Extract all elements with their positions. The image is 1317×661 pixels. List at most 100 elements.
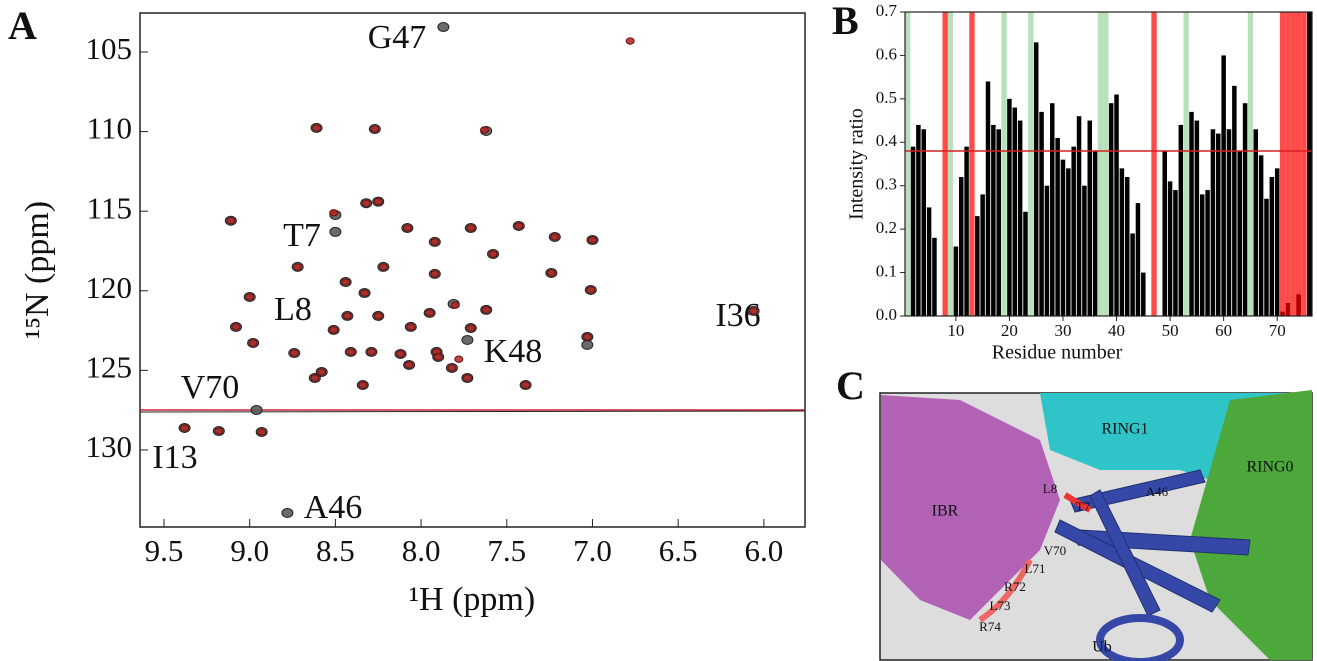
bar xyxy=(910,146,916,316)
red-band xyxy=(1295,12,1302,316)
bar xyxy=(1135,203,1141,316)
peak xyxy=(433,353,443,361)
peak xyxy=(378,263,388,271)
bar xyxy=(1280,311,1285,316)
y-axis-label: Intensity ratio xyxy=(846,108,868,220)
bar xyxy=(975,216,980,316)
bar xyxy=(1162,150,1167,316)
bar xyxy=(1130,233,1135,316)
green-band xyxy=(905,12,911,316)
peak xyxy=(437,22,450,33)
y-tick-label: 0.5 xyxy=(876,88,897,107)
red-band xyxy=(942,12,948,316)
peak xyxy=(454,355,464,363)
bar xyxy=(1114,94,1119,316)
y-tick-label: 120 xyxy=(86,270,133,305)
peak xyxy=(366,348,376,356)
y-tick-label: 0.0 xyxy=(876,305,897,324)
bar xyxy=(1232,85,1237,316)
annotation: K48 xyxy=(484,333,543,370)
peak xyxy=(586,286,596,294)
peak xyxy=(481,306,491,314)
peak xyxy=(329,226,342,237)
x-tick-label: 7.0 xyxy=(573,533,612,568)
green-band xyxy=(947,12,954,316)
structure-label: IBR xyxy=(932,503,959,520)
bar xyxy=(1258,155,1264,316)
ub-contact xyxy=(1063,492,1092,513)
bar xyxy=(991,124,996,317)
bar xyxy=(1092,150,1098,316)
panel-label: A xyxy=(8,3,37,48)
ub-helix xyxy=(1096,614,1184,661)
structure-label: L8 xyxy=(1043,481,1057,496)
green-band xyxy=(1183,12,1189,316)
bar xyxy=(1060,159,1066,316)
peak xyxy=(329,326,339,334)
bar xyxy=(1173,190,1178,316)
bar xyxy=(1087,120,1093,316)
bar xyxy=(1039,111,1044,316)
peak xyxy=(462,374,472,382)
plot-frame xyxy=(139,12,806,528)
bar xyxy=(1296,294,1301,316)
peak xyxy=(360,289,370,297)
bar xyxy=(1007,98,1012,316)
peak xyxy=(406,323,416,331)
bar xyxy=(958,177,964,316)
bar xyxy=(1119,168,1125,316)
peak xyxy=(466,324,476,332)
bar xyxy=(1242,103,1248,316)
annotation: V70 xyxy=(181,369,240,406)
red-band xyxy=(1151,12,1157,316)
bar xyxy=(1189,111,1194,316)
peak xyxy=(402,224,412,232)
bar xyxy=(1066,168,1071,316)
bar xyxy=(1221,55,1226,317)
bar xyxy=(1017,120,1023,316)
peak xyxy=(317,368,327,376)
x-tick-label: 7.5 xyxy=(487,533,526,568)
x-tick-label: 30 xyxy=(1054,321,1071,340)
x-axis-label: ¹H (ppm) xyxy=(409,581,535,618)
bar xyxy=(964,146,969,316)
x-tick-label: 10 xyxy=(947,321,964,340)
bar xyxy=(926,207,932,316)
x-tick-label: 6.0 xyxy=(744,533,783,568)
peak xyxy=(749,307,759,315)
y-tick-label: 0.3 xyxy=(876,175,897,194)
x-tick-label: 8.5 xyxy=(316,533,355,568)
peak xyxy=(342,312,352,320)
peak xyxy=(370,125,380,133)
structure-image: RING1 RING0 IBR L8 T7 A46 V70 L71 R72 L7… xyxy=(879,390,1313,661)
green-band xyxy=(1247,12,1254,316)
bar xyxy=(1178,124,1184,317)
bar xyxy=(916,124,921,317)
y-tick-label: 125 xyxy=(86,349,133,384)
peak xyxy=(226,217,236,225)
annotation: I13 xyxy=(152,439,197,476)
y-tick-label: 105 xyxy=(86,31,133,66)
peak xyxy=(430,238,440,246)
structure-label: RING1 xyxy=(1101,421,1148,438)
peak xyxy=(293,263,303,271)
bar xyxy=(921,129,926,316)
bar xyxy=(1285,302,1291,316)
red-band xyxy=(1301,12,1307,316)
ibr-surface xyxy=(881,395,1060,620)
peak xyxy=(248,339,258,347)
peak xyxy=(546,269,556,277)
x-tick-label: 50 xyxy=(1162,321,1179,340)
peak xyxy=(341,278,351,286)
bar xyxy=(1082,185,1087,316)
structure-label: V70 xyxy=(1044,543,1066,558)
x-axis-label: Residue number xyxy=(992,342,1123,364)
bar xyxy=(1226,129,1232,316)
structure-label: L71 xyxy=(1025,561,1046,576)
peak xyxy=(358,381,368,389)
peak xyxy=(582,333,592,341)
peak xyxy=(231,323,241,331)
green-band xyxy=(1028,12,1034,316)
green-band xyxy=(1103,12,1109,316)
